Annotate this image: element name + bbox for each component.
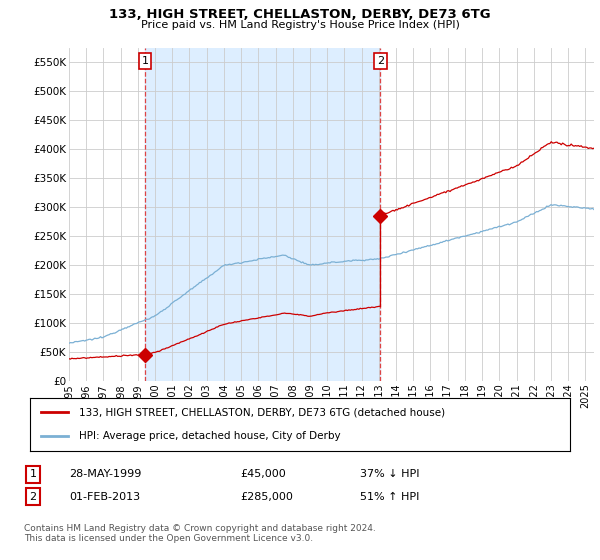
Text: 133, HIGH STREET, CHELLASTON, DERBY, DE73 6TG: 133, HIGH STREET, CHELLASTON, DERBY, DE7… (109, 8, 491, 21)
Bar (145, 48, 380, 381)
Text: 51% ↑ HPI: 51% ↑ HPI (360, 492, 419, 502)
Text: 1: 1 (142, 56, 148, 66)
Text: 01-FEB-2013: 01-FEB-2013 (69, 492, 140, 502)
Text: Price paid vs. HM Land Registry's House Price Index (HPI): Price paid vs. HM Land Registry's House … (140, 20, 460, 30)
Text: 2: 2 (29, 492, 37, 502)
Text: 133, HIGH STREET, CHELLASTON, DERBY, DE73 6TG (detached house): 133, HIGH STREET, CHELLASTON, DERBY, DE7… (79, 408, 445, 418)
Text: 37% ↓ HPI: 37% ↓ HPI (360, 469, 419, 479)
Text: HPI: Average price, detached house, City of Derby: HPI: Average price, detached house, City… (79, 431, 340, 441)
Text: 1: 1 (29, 469, 37, 479)
Text: Contains HM Land Registry data © Crown copyright and database right 2024.
This d: Contains HM Land Registry data © Crown c… (24, 524, 376, 543)
Text: £285,000: £285,000 (240, 492, 293, 502)
Text: 2: 2 (377, 56, 384, 66)
Text: £45,000: £45,000 (240, 469, 286, 479)
Text: 28-MAY-1999: 28-MAY-1999 (69, 469, 142, 479)
